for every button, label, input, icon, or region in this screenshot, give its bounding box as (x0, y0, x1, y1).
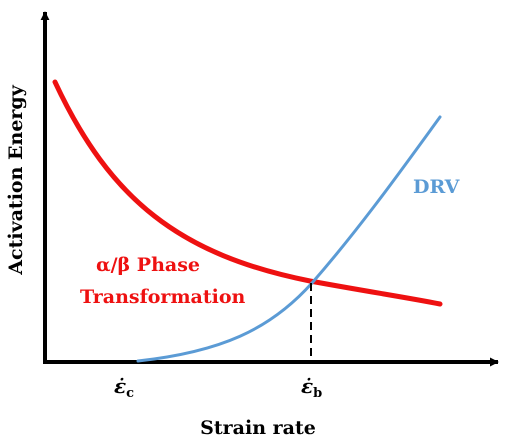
tick-epsilon-b-subscript: b (313, 386, 322, 401)
phase-transformation-curve (52, 79, 443, 307)
tick-epsilon-c-symbol: ε̇ (114, 374, 126, 398)
tick-epsilon-c: ε̇c (114, 374, 134, 401)
tick-epsilon-b-symbol: ε̇ (301, 374, 313, 398)
tick-epsilon-c-subscript: c (126, 386, 134, 401)
drv-label: DRV (413, 176, 461, 198)
drv-curve (136, 115, 442, 363)
tick-epsilon-b: ε̇b (301, 374, 322, 401)
y-axis-label: Activation Energy (5, 84, 27, 275)
phase-label-line1: α/β Phase (96, 254, 200, 276)
x-axis-label: Strain rate (200, 417, 316, 439)
phase-label-line2: Transformation (80, 286, 246, 308)
